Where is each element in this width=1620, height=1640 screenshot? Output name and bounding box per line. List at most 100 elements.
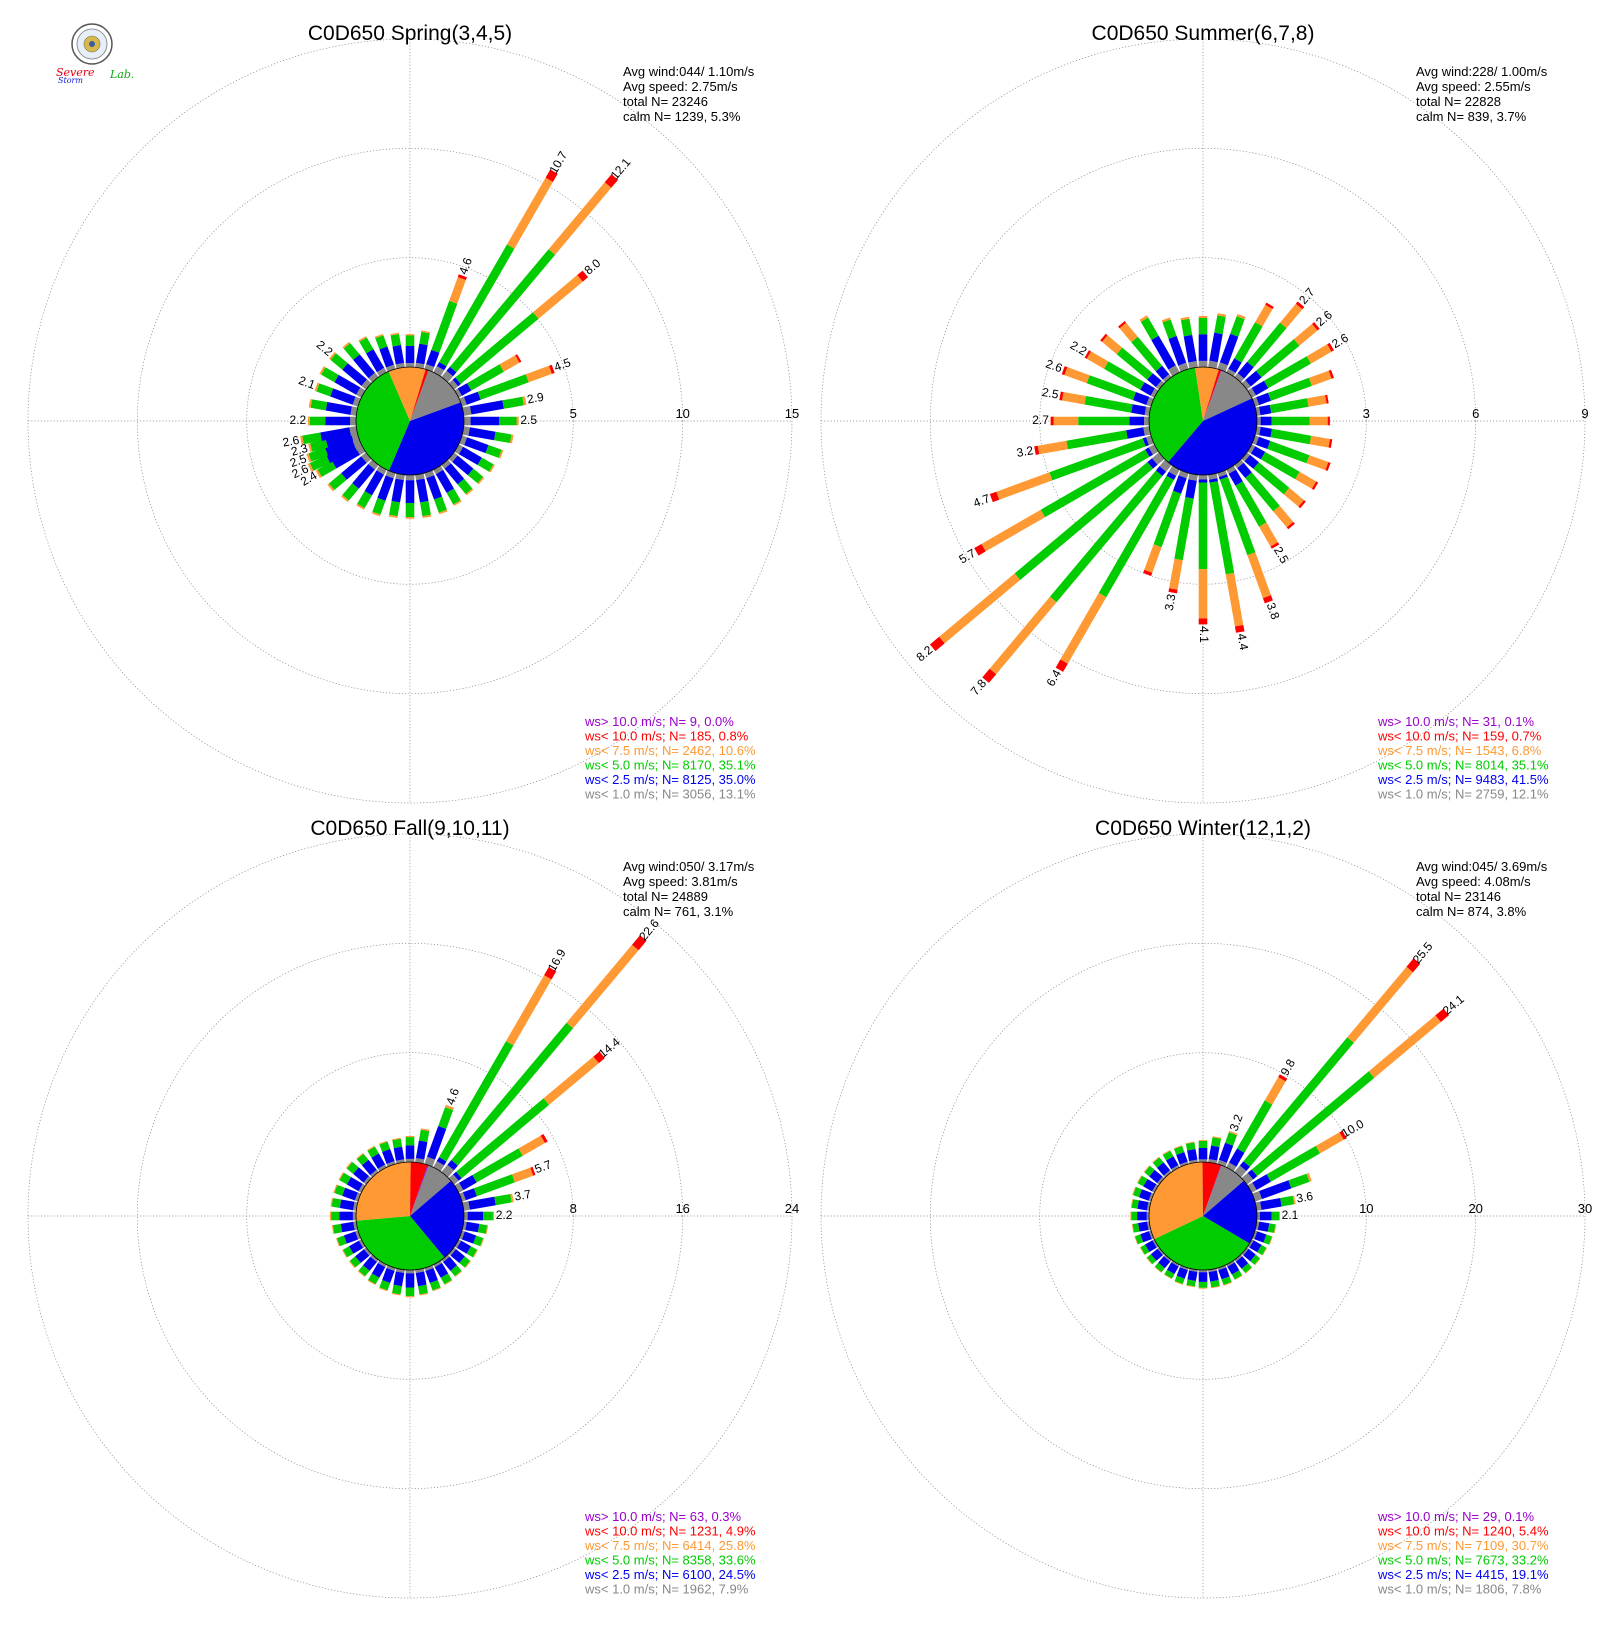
bar-segment — [459, 1230, 465, 1240]
bar-segment — [342, 1249, 348, 1258]
grid-ring — [136, 942, 684, 1490]
bar-segment — [336, 1235, 347, 1247]
bar-segment — [1219, 333, 1239, 366]
bar-segment — [1217, 1265, 1227, 1271]
bar-segment — [456, 1240, 471, 1254]
bar-segment — [1217, 470, 1227, 478]
bar-segment — [1174, 1275, 1185, 1284]
bar-segment — [1155, 365, 1170, 380]
bar-segment — [405, 1270, 415, 1274]
bar-segment — [349, 426, 358, 436]
bar-segment — [939, 573, 1021, 644]
bar-label: 16.9 — [545, 946, 569, 974]
pie-slice — [1149, 367, 1203, 463]
bar-segment — [432, 1287, 441, 1292]
bar-segment — [308, 399, 313, 408]
bar-segment — [467, 364, 504, 391]
bar-segment — [1185, 479, 1197, 499]
bar-segment — [1267, 1223, 1276, 1233]
bar-segment — [1084, 350, 1091, 359]
bar-segment — [1189, 1268, 1198, 1272]
bar-segment — [1168, 465, 1180, 476]
pie-slice — [410, 1165, 451, 1216]
bar-label: 4.4 — [1234, 632, 1251, 651]
bar-segment — [358, 1239, 366, 1248]
legend-entry: ws< 10.0 m/s; N= 1231, 4.9% — [584, 1524, 756, 1539]
bar-segment — [368, 372, 379, 383]
bar-segment — [1155, 466, 1167, 476]
bar-segment — [405, 1287, 415, 1297]
bar-segment — [454, 444, 464, 455]
bar-segment — [358, 1265, 370, 1277]
bar-segment — [444, 463, 465, 485]
bar-segment — [1262, 595, 1273, 604]
bar-segment — [456, 1098, 550, 1179]
bar-segment — [1037, 440, 1068, 455]
bar-segment — [370, 1169, 379, 1178]
bar-segment — [353, 1167, 369, 1183]
bar-segment — [1228, 469, 1243, 486]
bar-segment — [441, 1254, 450, 1263]
bar-segment — [1164, 1269, 1175, 1279]
bar-segment — [1208, 1268, 1217, 1273]
bar-segment — [1247, 387, 1256, 398]
bar-segment — [415, 343, 428, 365]
bar-segment — [435, 469, 454, 493]
pie-slice — [410, 369, 429, 421]
bar-segment — [1236, 314, 1246, 320]
bar-segment — [1180, 316, 1190, 321]
bar-segment — [929, 636, 945, 652]
bar-segment — [1162, 374, 1172, 383]
bar-segment — [1139, 1247, 1145, 1255]
bar-segment — [1198, 1281, 1208, 1288]
bar-segment — [1307, 395, 1327, 407]
legend-entry: ws< 2.5 m/s; N= 8125, 35.0% — [584, 772, 756, 787]
bar-segment — [1118, 321, 1127, 329]
bar-segment — [341, 456, 367, 480]
bar-segment — [377, 475, 394, 501]
bar-segment — [1198, 1287, 1208, 1289]
bar-label: 2.9 — [526, 390, 545, 407]
bar-segment — [1225, 1132, 1237, 1146]
bar-segment — [431, 300, 458, 353]
bar-segment — [389, 501, 400, 517]
bar-segment — [308, 443, 313, 453]
bar-segment — [405, 346, 415, 364]
bar-segment — [1143, 426, 1151, 436]
bar-segment — [593, 1051, 605, 1064]
bar-segment — [461, 1231, 477, 1244]
bar-segment — [1198, 479, 1208, 483]
bar-segment — [1309, 370, 1332, 386]
bar-label: 4.1 — [1197, 626, 1211, 643]
bar-segment — [1328, 369, 1334, 379]
bar-segment — [1176, 1267, 1188, 1279]
bar-label: 10.7 — [546, 149, 570, 177]
bar-segment — [477, 374, 529, 400]
bar-segment — [1227, 1262, 1240, 1275]
bar-segment — [1137, 1211, 1147, 1221]
bar-segment — [446, 366, 457, 377]
bar-segment — [439, 1041, 514, 1162]
bar-segment — [1050, 416, 1054, 426]
bar-segment — [1086, 351, 1109, 369]
bar-segment — [427, 1126, 447, 1160]
bar-segment — [1235, 1256, 1249, 1269]
pie-slice — [1149, 1162, 1203, 1240]
bar-segment — [366, 349, 385, 373]
bar-segment — [1226, 1260, 1235, 1267]
bar-segment — [1174, 1146, 1185, 1155]
bar-segment — [492, 1211, 495, 1221]
bar-segment — [334, 374, 361, 395]
bar-segment — [453, 1171, 462, 1181]
bar-segment — [1145, 1240, 1157, 1252]
bar-segment — [1153, 490, 1182, 548]
bar-segment — [1250, 446, 1266, 460]
bar-segment — [1131, 404, 1147, 416]
bar-segment — [1211, 1286, 1220, 1289]
info-line: Avg wind:050/ 3.17m/s — [623, 859, 755, 874]
bar-segment — [349, 1240, 364, 1254]
bar-segment — [477, 1223, 488, 1234]
legend-entry: ws< 7.5 m/s; N= 2462, 10.6% — [584, 743, 756, 758]
bar-segment — [382, 1268, 395, 1283]
